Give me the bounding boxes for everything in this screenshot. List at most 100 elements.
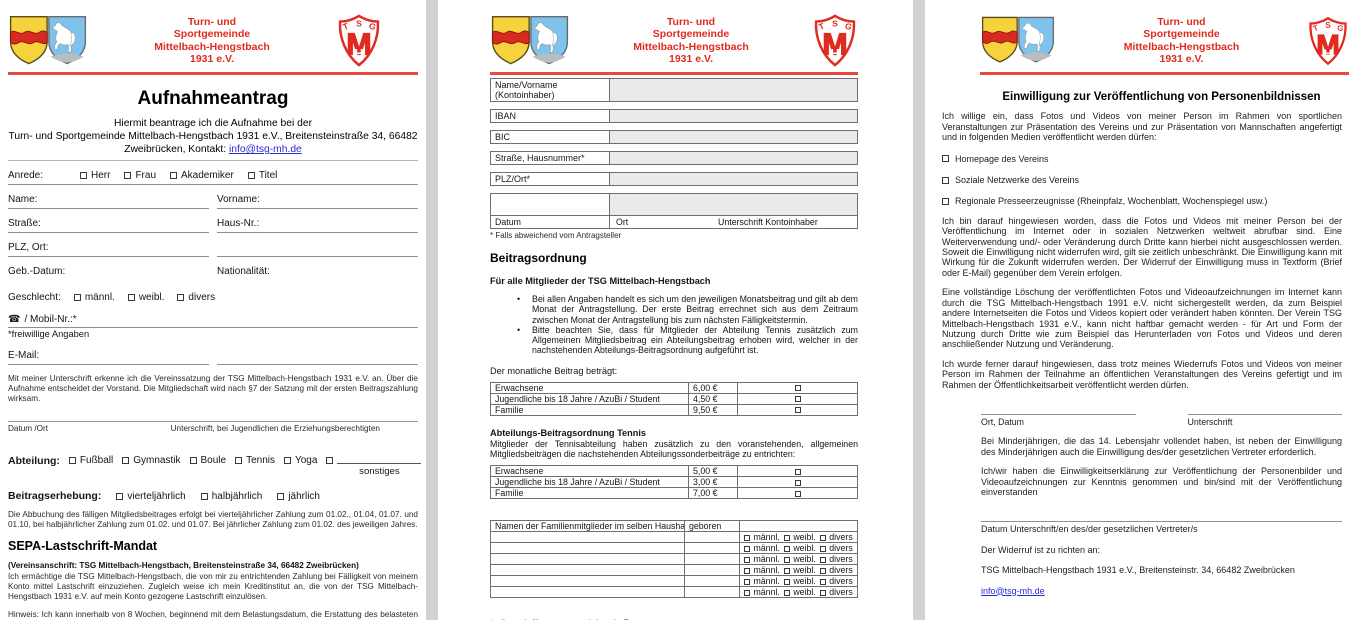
- plz-ort-input-line[interactable]: PLZ, Ort:: [8, 242, 209, 257]
- checkbox-icon[interactable]: [80, 172, 87, 179]
- checkbox-icon[interactable]: [200, 492, 208, 500]
- anrede-option-herr[interactable]: Herr: [80, 170, 110, 181]
- checkbox-icon[interactable]: [794, 407, 801, 414]
- checkbox-icon[interactable]: [235, 457, 243, 464]
- family-born-cell[interactable]: [684, 564, 740, 577]
- anrede-option-akademiker[interactable]: Akademiker: [170, 170, 234, 181]
- abteilung-option-gymnastik[interactable]: Gymnastik: [122, 455, 181, 466]
- checkbox-icon[interactable]: [744, 590, 750, 597]
- family-name-cell[interactable]: [490, 564, 685, 577]
- family-member-row: männl. weibl. divers: [490, 542, 858, 555]
- family-born-cell[interactable]: [684, 553, 740, 566]
- geschlecht-option-weibl[interactable]: weibl.: [127, 292, 164, 303]
- checkbox-icon[interactable]: [819, 546, 826, 553]
- checkbox-icon[interactable]: [326, 457, 334, 464]
- checkbox-icon[interactable]: [116, 492, 124, 500]
- family-born-cell[interactable]: [684, 542, 740, 555]
- beitrag-option-vierteljaehrlich[interactable]: vierteljährlich: [116, 491, 186, 502]
- geschlecht-option-divers[interactable]: divers: [177, 292, 215, 303]
- beitrag-option-halbjaehrlich[interactable]: halbjährlich: [200, 491, 262, 502]
- strasse-input-line[interactable]: Straße:: [8, 218, 209, 233]
- consent-option-social[interactable]: Soziale Netzwerke des Vereins: [942, 175, 1342, 185]
- checkbox-icon[interactable]: [68, 457, 76, 464]
- strasse-hausnummer-input[interactable]: [609, 151, 858, 165]
- checkbox-icon[interactable]: [783, 557, 790, 564]
- name-input-line[interactable]: Name:: [8, 194, 209, 209]
- family-name-cell[interactable]: [490, 586, 685, 599]
- widerruf-email-link[interactable]: info@tsg-mh.de: [981, 585, 1045, 596]
- plz-ort-input[interactable]: [609, 172, 858, 186]
- checkbox-icon[interactable]: [819, 535, 826, 542]
- checkbox-icon[interactable]: [127, 294, 135, 301]
- checkbox-icon[interactable]: [794, 491, 801, 498]
- checkbox-icon[interactable]: [942, 155, 949, 163]
- tennis-fee-text: Mitglieder der Tennisabteilung haben zus…: [490, 438, 858, 460]
- nationalitaet-input-line[interactable]: Nationalität:: [217, 266, 270, 277]
- anrede-option-frau[interactable]: Frau: [124, 170, 156, 181]
- email-input-line[interactable]: E-Mail:: [8, 350, 209, 365]
- checkbox-icon[interactable]: [783, 590, 790, 597]
- checkbox-icon[interactable]: [794, 469, 801, 476]
- checkbox-icon[interactable]: [247, 172, 255, 179]
- abteilung-option-boule[interactable]: Boule: [189, 455, 226, 466]
- checkbox-icon[interactable]: [819, 579, 826, 586]
- consent-option-press[interactable]: Regionale Presseerzeugnisse (Rheinpfalz,…: [942, 196, 1342, 206]
- family-name-cell[interactable]: [490, 575, 685, 588]
- checkbox-icon[interactable]: [783, 579, 790, 586]
- checkbox-icon[interactable]: [277, 492, 285, 500]
- checkbox-icon[interactable]: [122, 457, 130, 464]
- checkbox-icon[interactable]: [744, 568, 750, 575]
- bic-input[interactable]: [609, 130, 858, 144]
- checkbox-icon[interactable]: [170, 172, 178, 179]
- datum-label: Datum: [491, 215, 610, 229]
- family-name-cell[interactable]: [490, 553, 685, 566]
- family-born-cell[interactable]: [684, 575, 740, 588]
- anrede-option-titel[interactable]: Titel: [247, 170, 277, 181]
- datum-input-area[interactable]: [491, 194, 610, 215]
- abteilung-option-fussball[interactable]: Fußball: [68, 455, 113, 466]
- contact-email-link[interactable]: info@tsg-mh.de: [228, 144, 302, 155]
- checkbox-icon[interactable]: [283, 457, 291, 464]
- checkbox-icon[interactable]: [124, 172, 132, 179]
- iban-input[interactable]: [609, 109, 858, 123]
- checkbox-icon[interactable]: [794, 385, 801, 392]
- freiwillige-angaben-note: *freiwillige Angaben: [8, 329, 90, 339]
- beitrag-option-jaehrlich[interactable]: jährlich: [277, 491, 320, 502]
- checkbox-icon[interactable]: [744, 557, 750, 564]
- checkbox-icon[interactable]: [819, 557, 826, 564]
- checkbox-icon[interactable]: [177, 294, 185, 301]
- checkbox-icon[interactable]: [744, 546, 750, 553]
- checkbox-icon[interactable]: [819, 568, 826, 575]
- vorname-input-line[interactable]: Vorname:: [217, 194, 418, 209]
- hausnr-input-line[interactable]: Haus-Nr.:: [217, 218, 418, 233]
- family-born-cell[interactable]: [684, 586, 740, 599]
- email-input-line2[interactable]: [217, 350, 418, 365]
- checkbox-icon[interactable]: [794, 396, 801, 403]
- family-born-cell[interactable]: [684, 531, 740, 544]
- geburtsdatum-input-line[interactable]: Geb.-Datum:: [8, 266, 66, 277]
- family-name-cell[interactable]: [490, 531, 685, 544]
- geschlecht-option-maennl[interactable]: männl.: [73, 292, 115, 303]
- consent-option-homepage[interactable]: Homepage des Vereins: [942, 154, 1342, 164]
- unterschrift-input-area[interactable]: [610, 194, 857, 215]
- sonstiges-input-line[interactable]: [337, 455, 422, 464]
- checkbox-icon[interactable]: [942, 198, 949, 206]
- checkbox-icon[interactable]: [744, 535, 750, 542]
- checkbox-icon[interactable]: [189, 457, 197, 464]
- telefon-mobil-row[interactable]: ☎ / Mobil-Nr.:*: [8, 314, 418, 328]
- checkbox-icon[interactable]: [783, 546, 790, 553]
- tsg-mh-logo-icon: T S G M H: [1309, 16, 1347, 65]
- checkbox-icon[interactable]: [73, 294, 81, 301]
- fee-label: Erwachsene: [490, 465, 689, 478]
- plz-ort-input-line2[interactable]: [217, 242, 418, 257]
- checkbox-icon[interactable]: [794, 480, 801, 487]
- checkbox-icon[interactable]: [783, 568, 790, 575]
- checkbox-icon[interactable]: [744, 579, 750, 586]
- checkbox-icon[interactable]: [819, 590, 826, 597]
- checkbox-icon[interactable]: [942, 176, 949, 184]
- abteilung-option-yoga[interactable]: Yoga: [283, 455, 317, 466]
- checkbox-icon[interactable]: [783, 535, 790, 542]
- abteilung-option-tennis[interactable]: Tennis: [235, 455, 275, 466]
- family-name-cell[interactable]: [490, 542, 685, 555]
- kontoinhaber-input[interactable]: [609, 78, 858, 102]
